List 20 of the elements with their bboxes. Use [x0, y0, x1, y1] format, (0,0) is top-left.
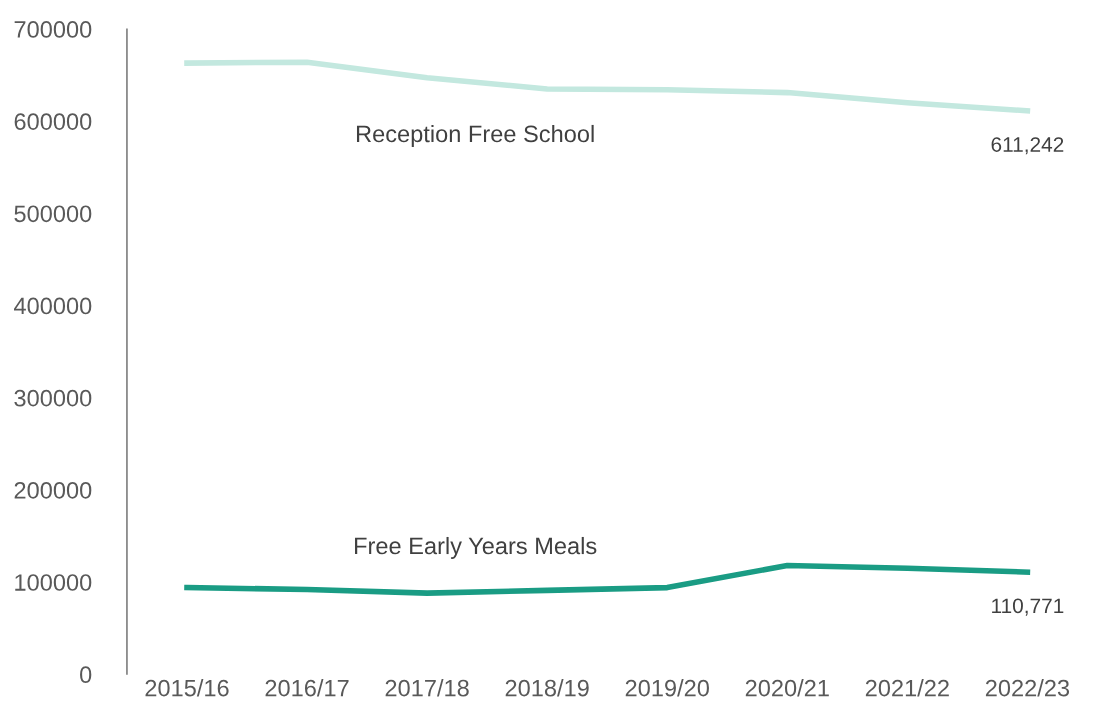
series-label: Reception Free School [356, 124, 594, 147]
y-tick-label: 300000 [14, 389, 92, 407]
x-tick-label: 2019/20 [625, 679, 709, 697]
x-tick-label: 2017/18 [385, 679, 469, 697]
x-tick-label: 2020/21 [745, 679, 829, 697]
y-tick-label: 0 [80, 666, 92, 684]
y-tick-label: 400000 [14, 297, 92, 315]
series-label: Free Early Years Meals [355, 536, 597, 559]
x-tick-label: 2015/16 [145, 679, 229, 697]
data-label: 110,771 [992, 598, 1064, 616]
y-tick-label: 200000 [14, 481, 92, 499]
y-tick-label: 500000 [14, 205, 92, 223]
y-tick-label: 700000 [14, 21, 92, 38]
x-tick-label: 2016/17 [265, 679, 349, 697]
y-tick-label: 100000 [15, 574, 92, 591]
y-tick-label: 600000 [14, 113, 92, 130]
x-tick-label: 2018/19 [505, 679, 589, 697]
x-tick-label: 2021/22 [865, 679, 949, 697]
data-label: 611,242 [991, 137, 1064, 155]
x-tick-label: 2022/23 [985, 679, 1070, 697]
